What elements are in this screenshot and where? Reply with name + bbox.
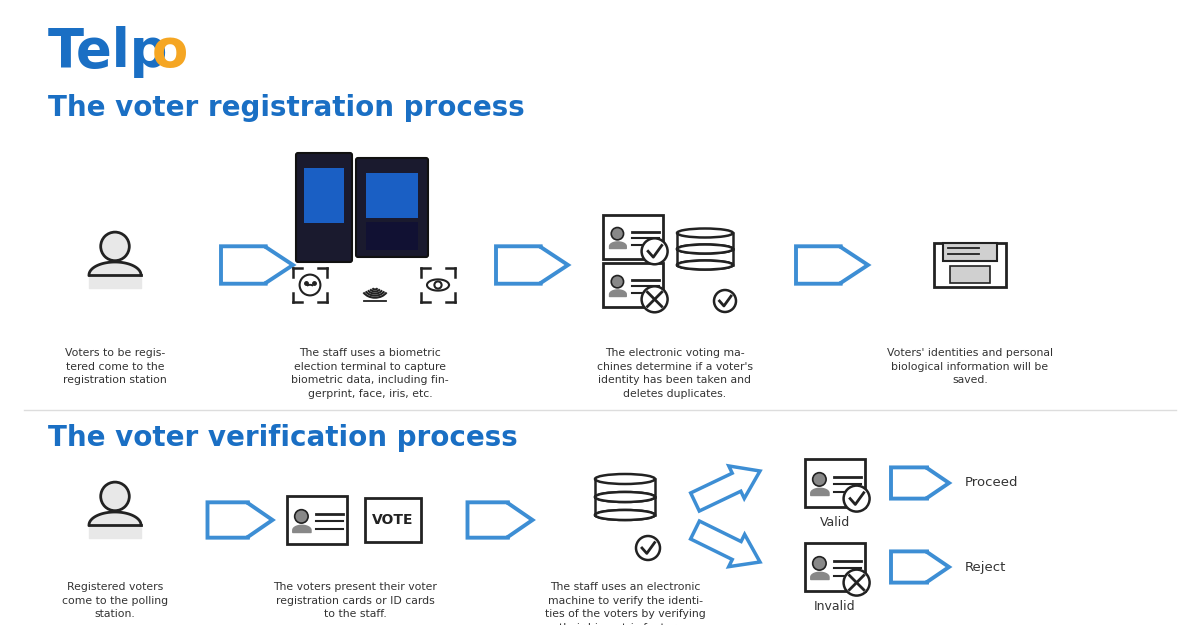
Ellipse shape (595, 492, 655, 502)
Circle shape (642, 238, 667, 264)
FancyBboxPatch shape (356, 158, 428, 257)
Text: Valid: Valid (820, 516, 850, 529)
Text: The voter registration process: The voter registration process (48, 94, 524, 122)
FancyBboxPatch shape (366, 222, 418, 250)
Text: The electronic voting ma-
chines determine if a voter's
identity has been taken : The electronic voting ma- chines determi… (598, 348, 754, 399)
Text: VOTE: VOTE (372, 513, 414, 527)
Ellipse shape (677, 244, 733, 254)
Polygon shape (796, 246, 868, 284)
FancyBboxPatch shape (365, 498, 421, 542)
Polygon shape (890, 551, 949, 582)
FancyBboxPatch shape (805, 543, 865, 591)
FancyBboxPatch shape (604, 263, 662, 307)
Polygon shape (496, 246, 568, 284)
FancyBboxPatch shape (950, 266, 990, 283)
Text: The staff uses an electronic
machine to verify the identi-
ties of the voters by: The staff uses an electronic machine to … (545, 582, 706, 625)
Text: Voters to be regis-
tered come to the
registration station: Voters to be regis- tered come to the re… (64, 348, 167, 385)
Circle shape (642, 286, 667, 312)
Circle shape (611, 276, 624, 288)
FancyBboxPatch shape (934, 243, 1006, 287)
Text: The staff uses a biometric
election terminal to capture
biometric data, includin: The staff uses a biometric election term… (292, 348, 449, 399)
Circle shape (101, 232, 130, 261)
FancyBboxPatch shape (943, 243, 997, 261)
Circle shape (812, 472, 826, 486)
Ellipse shape (595, 474, 655, 484)
Text: Invalid: Invalid (814, 600, 856, 613)
Circle shape (295, 509, 308, 523)
Ellipse shape (677, 261, 733, 269)
Text: Telp: Telp (48, 26, 168, 78)
Circle shape (844, 569, 870, 596)
Text: The voters present their voter
registration cards or ID cards
to the staff.: The voters present their voter registrat… (274, 582, 437, 619)
Polygon shape (221, 246, 293, 284)
Polygon shape (691, 466, 760, 511)
Circle shape (101, 482, 130, 511)
Text: Voters' identities and personal
biological information will be
saved.: Voters' identities and personal biologic… (887, 348, 1054, 385)
Ellipse shape (677, 244, 733, 254)
Circle shape (812, 557, 826, 570)
Text: Registered voters
come to the polling
station.: Registered voters come to the polling st… (62, 582, 168, 619)
Ellipse shape (677, 261, 733, 269)
Text: o: o (152, 26, 188, 78)
FancyBboxPatch shape (287, 496, 347, 544)
Polygon shape (208, 503, 272, 538)
Circle shape (714, 290, 736, 312)
FancyBboxPatch shape (304, 168, 344, 223)
Ellipse shape (595, 510, 655, 520)
Text: The voter verification process: The voter verification process (48, 424, 517, 452)
FancyBboxPatch shape (296, 153, 352, 262)
Text: Reject: Reject (965, 561, 1007, 574)
Ellipse shape (595, 510, 655, 520)
Text: Proceed: Proceed (965, 476, 1019, 489)
FancyBboxPatch shape (604, 215, 662, 259)
Ellipse shape (595, 492, 655, 502)
Circle shape (636, 536, 660, 560)
Ellipse shape (677, 229, 733, 238)
FancyBboxPatch shape (366, 173, 418, 218)
Polygon shape (468, 503, 533, 538)
Circle shape (844, 486, 870, 512)
Circle shape (611, 228, 624, 240)
Polygon shape (690, 521, 760, 567)
FancyBboxPatch shape (805, 459, 865, 507)
Polygon shape (890, 468, 949, 499)
